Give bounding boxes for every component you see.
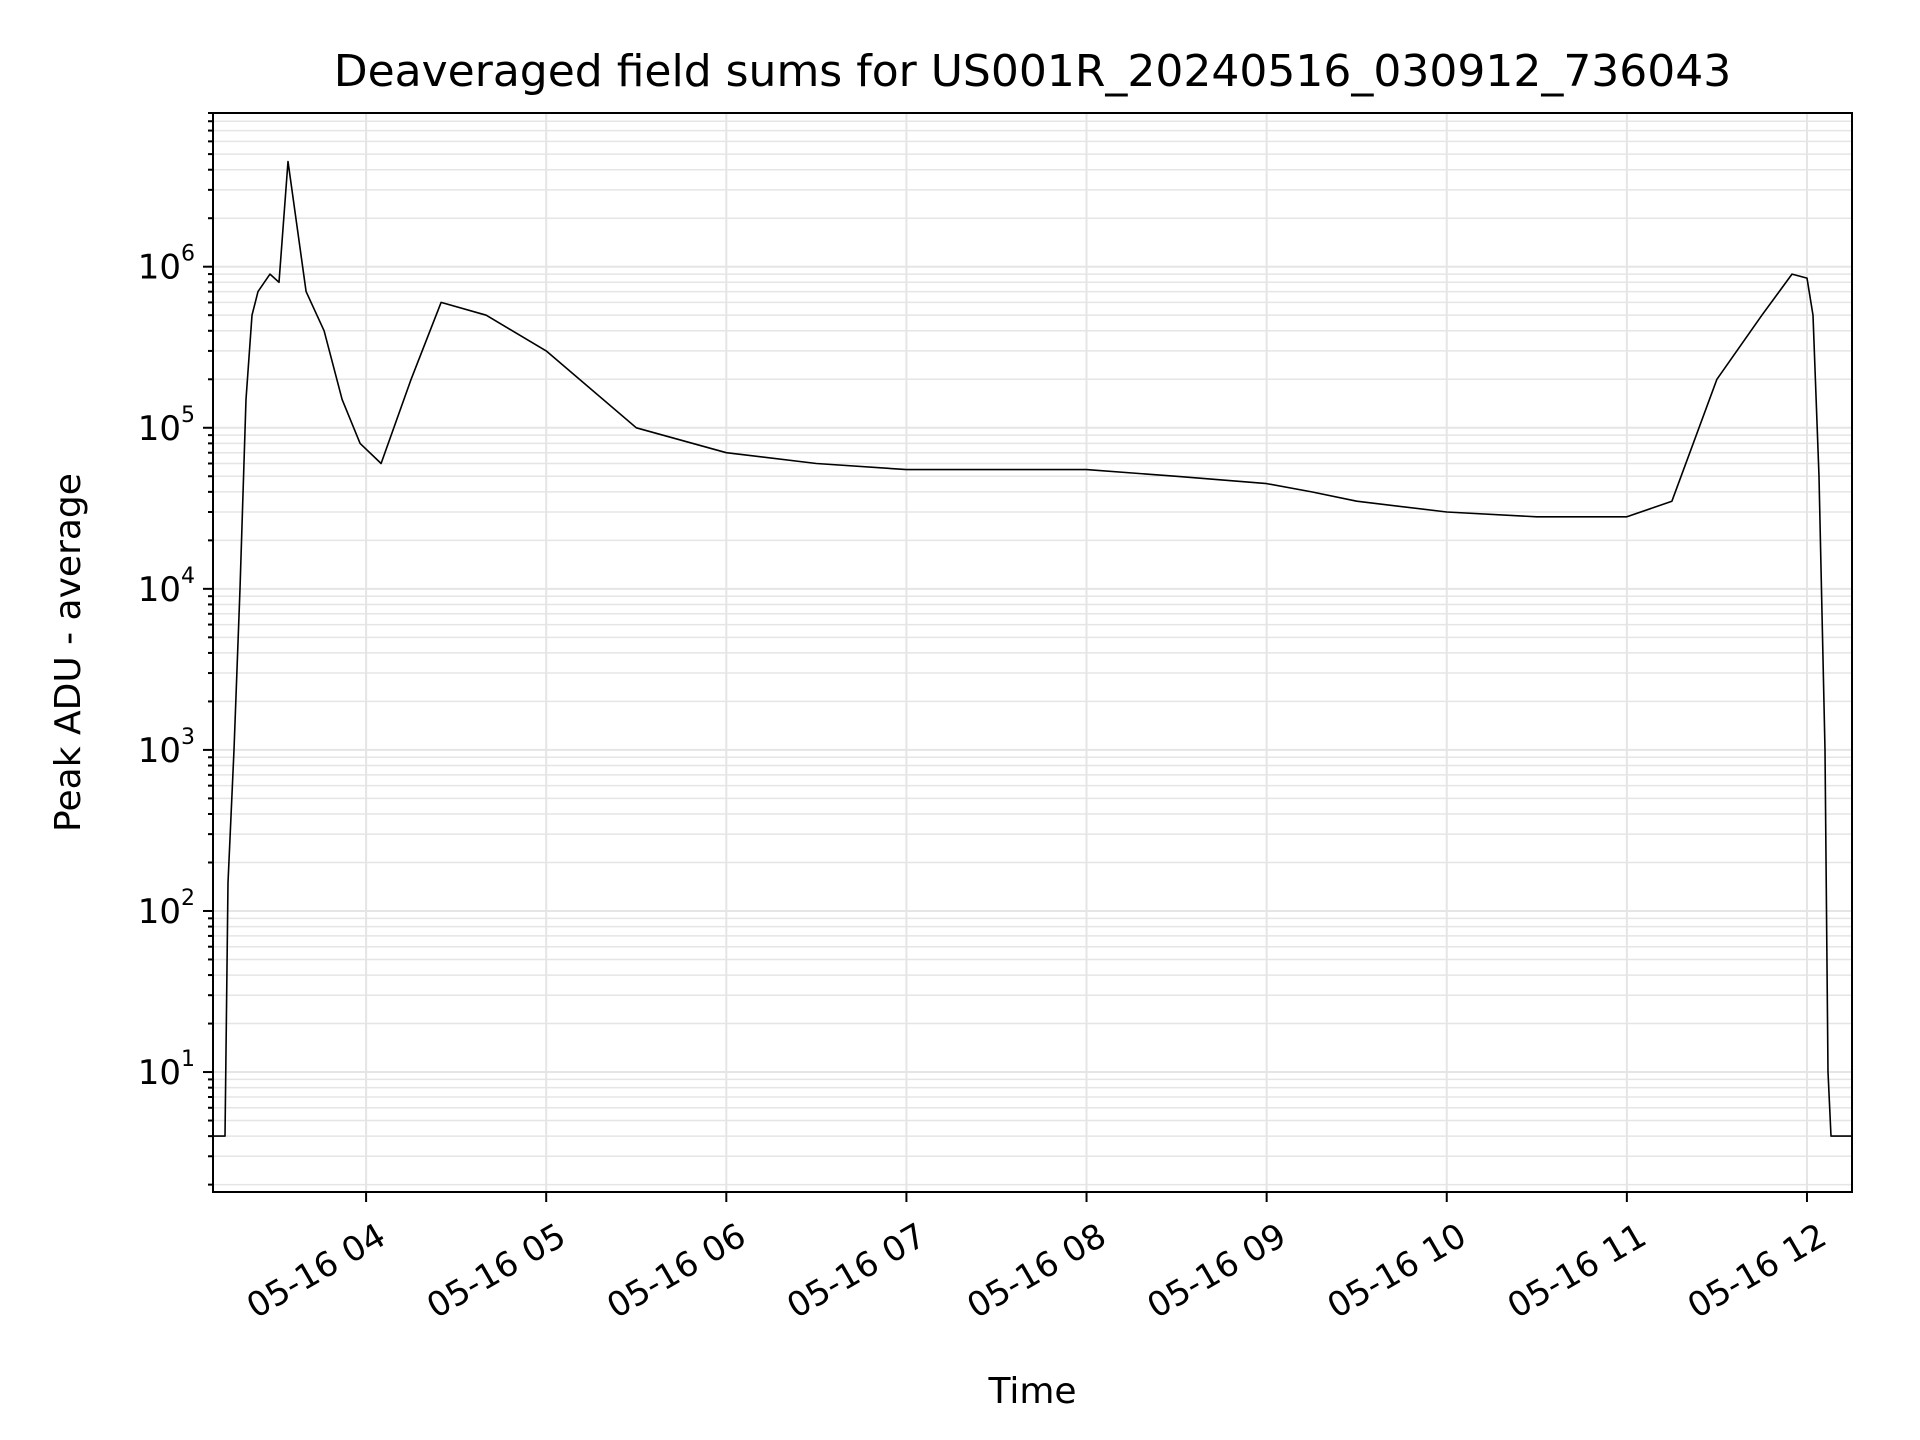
x-tick-label: 05-16 12: [1681, 1216, 1833, 1327]
x-tick-label: 05-16 05: [420, 1216, 572, 1327]
y-tick-label: 106: [138, 242, 195, 288]
x-tick-label: 05-16 10: [1321, 1216, 1473, 1327]
x-tick-label: 05-16 11: [1501, 1216, 1653, 1327]
x-axis-label: Time: [987, 1371, 1076, 1412]
series-line: [213, 160, 1852, 1137]
x-tick-label: 05-16 09: [1141, 1216, 1293, 1327]
y-tick-label: 103: [138, 725, 195, 771]
data-line-layer: [213, 160, 1852, 1137]
y-tick-label: 105: [138, 403, 195, 449]
y-tick-label: 104: [138, 564, 195, 610]
axis-ticks: 101 102 103 104 105 106 05-16 04 05-16 05 05-16 …: [138, 112, 1833, 1327]
y-axis-label: Peak ADU - average: [48, 473, 89, 832]
x-tick-label: 05-16 07: [780, 1216, 932, 1327]
x-tick-label: 05-16 04: [240, 1216, 392, 1327]
x-tick-label: 05-16 06: [600, 1216, 752, 1327]
y-tick-label: 102: [138, 886, 195, 932]
chart-title: Deaveraged field sums for US001R_2024051…: [334, 46, 1732, 97]
x-tick-label: 05-16 08: [961, 1216, 1113, 1327]
y-tick-label: 101: [138, 1047, 195, 1093]
grid: [213, 112, 1852, 1192]
